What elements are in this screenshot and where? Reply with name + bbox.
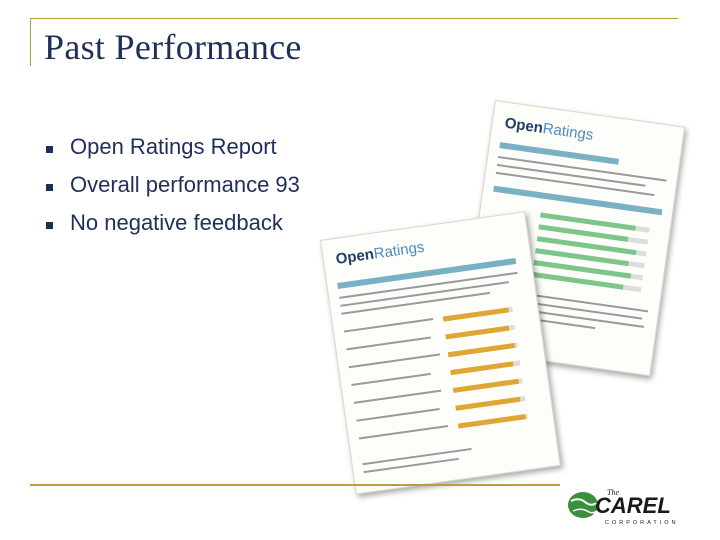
section-band [493, 185, 663, 216]
report-image-front: OpenRatings [320, 211, 561, 495]
bar-fill [442, 307, 509, 322]
frame-left-rule [30, 18, 31, 66]
section-band [499, 142, 620, 165]
bottom-rule [30, 484, 560, 486]
open-ratings-logo: OpenRatings [334, 238, 426, 268]
brand-tagline: CORPORATION [605, 520, 679, 526]
frame-top-rule [30, 18, 678, 19]
bullet-text: Overall performance 93 [70, 172, 300, 197]
text-line [348, 353, 441, 369]
bar-fill [447, 342, 515, 358]
bar-fill [450, 361, 514, 376]
text-line [358, 424, 449, 440]
carel-logo: The CAREL CORPORATION [568, 488, 679, 526]
bullet-square-icon [46, 222, 53, 229]
text-line [353, 389, 442, 404]
bar-fill [445, 325, 510, 340]
brand-the: The [607, 488, 619, 497]
bullet-text: Open Ratings Report [70, 134, 277, 159]
text-line [343, 318, 434, 333]
text-line [351, 372, 431, 387]
bullet-text: No negative feedback [70, 210, 283, 235]
bar-fill [455, 396, 521, 411]
text-line [356, 407, 440, 422]
text-line [346, 336, 431, 351]
bar-fill [452, 378, 519, 393]
open-ratings-logo: OpenRatings [503, 114, 595, 144]
bullet-square-icon [46, 146, 53, 153]
bullet-square-icon [46, 184, 53, 191]
slide-title: Past Performance [44, 27, 302, 67]
brand-name: CAREL [595, 493, 671, 518]
bar-fill [457, 414, 526, 429]
